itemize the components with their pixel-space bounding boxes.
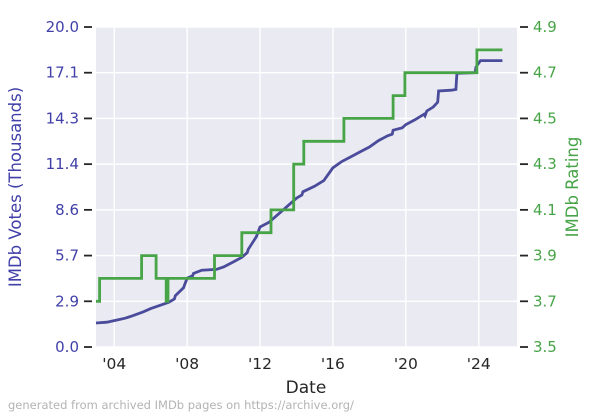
attribution-footer: generated from archived IMDb pages on ht… [8, 398, 354, 412]
y-tick-label-right: 4.3 [533, 155, 557, 173]
series-line-left [95, 59, 503, 325]
y-tick-label-right: 4.9 [533, 18, 557, 36]
y-axis-label-right: IMDb Rating [563, 137, 582, 238]
y-tick-label-right: 4.7 [533, 64, 557, 82]
y-tick-label-right: 4.1 [533, 201, 557, 219]
y-tick-label-left: 0.0 [55, 338, 79, 356]
y-tick-label-right: 4.5 [533, 109, 557, 127]
y-tick-label-left: 20.0 [46, 18, 79, 36]
y-tick-label-left: 14.3 [46, 109, 79, 127]
y-axis-label-left: IMDb Votes (Thousands) [6, 87, 25, 287]
x-tick-label: '24 [467, 355, 491, 373]
y-tick-label-left: 2.9 [55, 292, 79, 310]
y-tick-label-right: 3.5 [533, 338, 557, 356]
x-tick-label: '16 [321, 355, 345, 373]
series-line-right [96, 48, 503, 303]
y-tick-label-left: 5.7 [55, 247, 79, 265]
x-tick-label: '12 [248, 355, 272, 373]
x-axis-label: Date [286, 378, 327, 398]
y-tick-label-right: 3.9 [533, 247, 557, 265]
x-tick-label: '08 [175, 355, 199, 373]
y-tick-label-left: 11.4 [46, 155, 79, 173]
x-tick-label: '20 [394, 355, 418, 373]
y-tick-label-right: 3.7 [533, 292, 557, 310]
y-tick-label-left: 8.6 [55, 201, 79, 219]
plot-background [96, 27, 517, 347]
plot-area: '04 '08 '12 '16 '20 '24 0.0 2.9 5.7 8.6 11.4 14.3 17… [46, 18, 557, 373]
y-tick-label-left: 17.1 [46, 64, 79, 82]
x-tick-label: '04 [102, 355, 126, 373]
